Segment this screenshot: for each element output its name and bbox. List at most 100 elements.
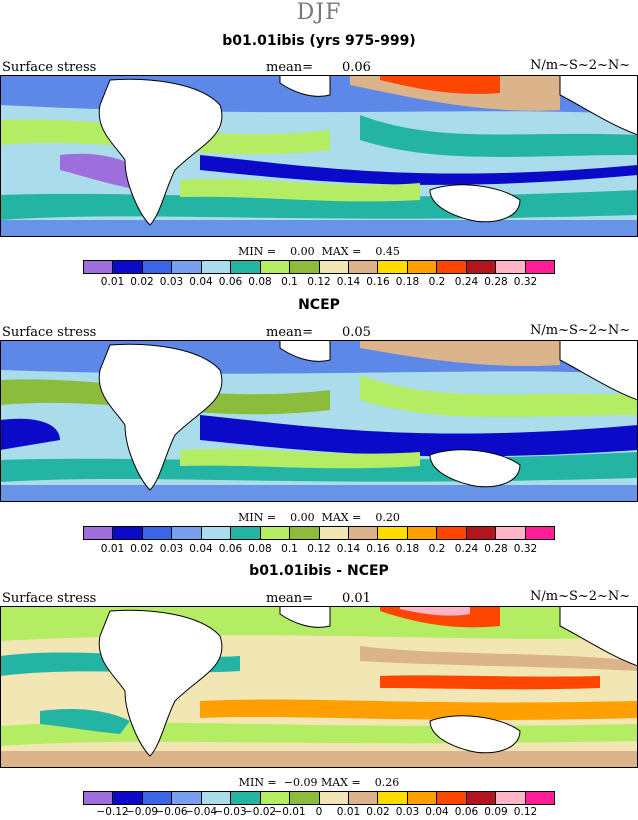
colorbar-swatch — [260, 527, 291, 539]
colorbar-tick-label: 0.24 — [454, 276, 479, 288]
mean-label: mean= — [266, 591, 314, 606]
colorbar-swatch — [525, 527, 554, 539]
colorbar-tick-label: 0 — [315, 806, 323, 818]
colorbar-tick-label: 0.06 — [454, 806, 479, 818]
min-value: 0.00 — [290, 245, 315, 258]
colorbar-swatch — [260, 792, 291, 804]
colorbar-tick-label: 0.28 — [484, 543, 508, 555]
colorbar-ncep — [83, 526, 555, 540]
colorbar-tick-label: 0.16 — [366, 543, 390, 555]
colorbar-tick-label: 0.03 — [159, 543, 184, 555]
colorbar-tick-label: 0.28 — [484, 276, 508, 288]
mean-value: 0.01 — [342, 591, 371, 606]
colorbar-tick-label: 0.18 — [395, 276, 420, 288]
colorbar-swatch — [172, 792, 202, 804]
colorbar-swatch — [496, 527, 526, 539]
colorbar-swatch — [142, 261, 173, 273]
max-label: MAX = — [321, 511, 362, 524]
colorbar-swatch — [437, 527, 467, 539]
mean-value: 0.05 — [342, 325, 371, 340]
colorbar-ticks-model: 0.01 0.02 0.03 0.04 0.06 0.08 0.1 0.12 0.14 0.16 0… — [83, 276, 555, 290]
map-panel-ncep — [0, 340, 638, 502]
colorbar-tick-label: 0.24 — [454, 543, 479, 555]
colorbar-swatch — [260, 261, 291, 273]
colorbar-swatch — [319, 261, 349, 273]
min-max-readout: MIN = 0.00 MAX = 0.20 — [0, 511, 638, 524]
colorbar-tick-label: −0.01 — [273, 806, 306, 818]
colorbar-tick-label: 0.08 — [248, 276, 272, 288]
min-max-readout: MIN = −0.09 MAX = 0.26 — [0, 776, 638, 789]
colorbar-swatch — [437, 261, 467, 273]
min-label: MIN = — [238, 511, 277, 524]
colorbar-swatch — [231, 792, 261, 804]
colorbar-tick-label: 0.32 — [513, 276, 538, 288]
colorbar-tick-label: 0.1 — [281, 276, 298, 288]
colorbar-tick-label: 0.01 — [100, 276, 125, 288]
colorbar-tick-label: 0.1 — [281, 543, 298, 555]
colorbar-tick-label: 0.04 — [189, 543, 213, 555]
colorbar-swatch — [378, 792, 408, 804]
colorbar-tick-label: −0.06 — [155, 806, 188, 818]
colorbar-difference — [83, 791, 555, 805]
min-max-readout: MIN = 0.00 MAX = 0.45 — [0, 245, 638, 258]
colorbar-swatch — [84, 792, 114, 804]
colorbar-swatch — [290, 261, 320, 273]
max-value: 0.26 — [374, 776, 400, 789]
colorbar-tick-label: 0.06 — [218, 276, 243, 288]
colorbar-swatch — [525, 261, 554, 273]
map-panel-difference — [0, 606, 638, 768]
panel-title-model: b01.01ibis (yrs 975-999) — [222, 33, 416, 49]
max-label: MAX = — [321, 245, 362, 258]
colorbar-swatch — [113, 792, 143, 804]
colorbar-tick-label: 0.32 — [513, 543, 538, 555]
mean-label: mean= — [266, 60, 314, 75]
field-label: Surface stress — [2, 325, 97, 340]
colorbar-swatch — [142, 527, 173, 539]
colorbar-tick-label: 0.12 — [513, 806, 538, 818]
colorbar-model — [83, 260, 555, 274]
colorbar-tick-label: 0.04 — [425, 806, 449, 818]
colorbar-swatch — [378, 261, 408, 273]
colorbar-tick-label: 0.03 — [395, 806, 420, 818]
colorbar-tick-label: 0.18 — [395, 543, 420, 555]
colorbar-tick-label: 0.03 — [159, 276, 184, 288]
colorbar-swatch — [348, 792, 379, 804]
field-label: Surface stress — [2, 591, 97, 606]
colorbar-tick-label: 0.08 — [248, 543, 272, 555]
colorbar-tick-label: 0.16 — [366, 276, 390, 288]
colorbar-swatch — [348, 261, 379, 273]
colorbar-swatch — [437, 792, 467, 804]
colorbar-swatch — [466, 792, 497, 804]
max-label: MAX = — [320, 776, 361, 789]
colorbar-tick-label: 0.02 — [130, 276, 154, 288]
max-value: 0.20 — [375, 511, 400, 524]
colorbar-tick-label: 0.01 — [336, 806, 361, 818]
colorbar-swatch — [113, 261, 143, 273]
colorbar-tick-label: −0.12 — [96, 806, 129, 818]
colorbar-swatch — [525, 792, 554, 804]
colorbar-swatch — [201, 792, 232, 804]
map-panel-model — [0, 75, 638, 237]
colorbar-swatch — [378, 527, 408, 539]
colorbar-swatch — [407, 792, 438, 804]
colorbar-tick-label: 0.02 — [130, 543, 154, 555]
min-value: 0.00 — [290, 511, 315, 524]
colorbar-swatch — [319, 792, 349, 804]
colorbar-swatch — [496, 792, 526, 804]
min-value: −0.09 — [283, 776, 318, 789]
min-label: MIN = — [238, 245, 277, 258]
colorbar-swatch — [84, 527, 114, 539]
colorbar-tick-label: 0.2 — [428, 543, 446, 555]
colorbar-tick-label: −0.03 — [214, 806, 247, 818]
colorbar-swatch — [407, 261, 438, 273]
colorbar-swatch — [290, 792, 320, 804]
colorbar-swatch — [84, 261, 114, 273]
colorbar-tick-label: 0.12 — [307, 543, 331, 555]
colorbar-ticks-ncep: 0.01 0.02 0.03 0.04 0.06 0.08 0.1 0.12 0.14 0.16 0… — [83, 543, 555, 557]
mean-value: 0.06 — [342, 60, 371, 75]
colorbar-tick-label: 0.12 — [307, 276, 331, 288]
colorbar-swatch — [290, 527, 320, 539]
colorbar-tick-label: −0.04 — [184, 806, 218, 818]
colorbar-swatch — [231, 261, 261, 273]
colorbar-swatch — [113, 527, 143, 539]
